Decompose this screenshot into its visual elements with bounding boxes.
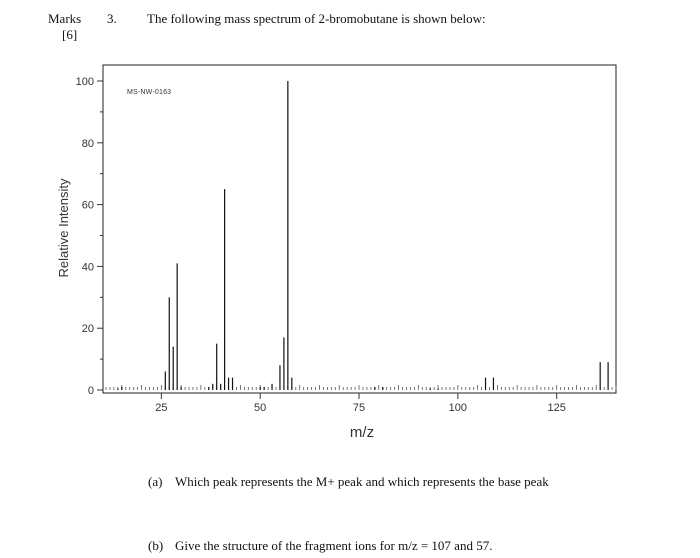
x-axis-label: m/z (350, 424, 374, 441)
question-text: The following mass spectrum of 2-bromobu… (147, 11, 486, 26)
y-tick-label: 60 (82, 200, 94, 212)
marks-value: [6] (62, 27, 78, 42)
spectrum-id: MS-NW-0163 (127, 89, 171, 96)
x-minor-ticks (105, 385, 617, 390)
question-number: 3. (107, 11, 117, 26)
y-axis-label: Relative Intensity (56, 178, 71, 277)
y-axis: 0 20 40 60 80 100 (76, 76, 103, 397)
x-tick-label: 50 (254, 402, 266, 414)
y-tick-label: 0 (88, 385, 94, 397)
y-tick-label: 20 (82, 323, 94, 335)
question-a-label: (a) (148, 474, 163, 489)
marks-label: Marks (48, 11, 82, 26)
question-b-text: Give the structure of the fragment ions … (175, 538, 493, 553)
x-axis: 25 50 75 100 125 (155, 393, 566, 414)
x-tick-label: 25 (155, 402, 167, 414)
spectrum-peaks (117, 81, 609, 390)
x-tick-label: 125 (548, 402, 566, 414)
mass-spectrum-chart: 0 20 40 60 80 100 25 50 75 100 125 MS-NW-0163 m/z… (56, 64, 617, 441)
x-tick-label: 75 (353, 402, 365, 414)
question-b-label: (b) (148, 538, 164, 553)
y-tick-label: 80 (82, 138, 94, 150)
y-tick-label: 40 (82, 261, 94, 273)
question-a-text: Which peak represents the M+ peak and wh… (175, 474, 549, 489)
x-tick-label: 100 (449, 402, 467, 414)
y-tick-label: 100 (76, 76, 94, 88)
plot-frame (102, 64, 617, 394)
